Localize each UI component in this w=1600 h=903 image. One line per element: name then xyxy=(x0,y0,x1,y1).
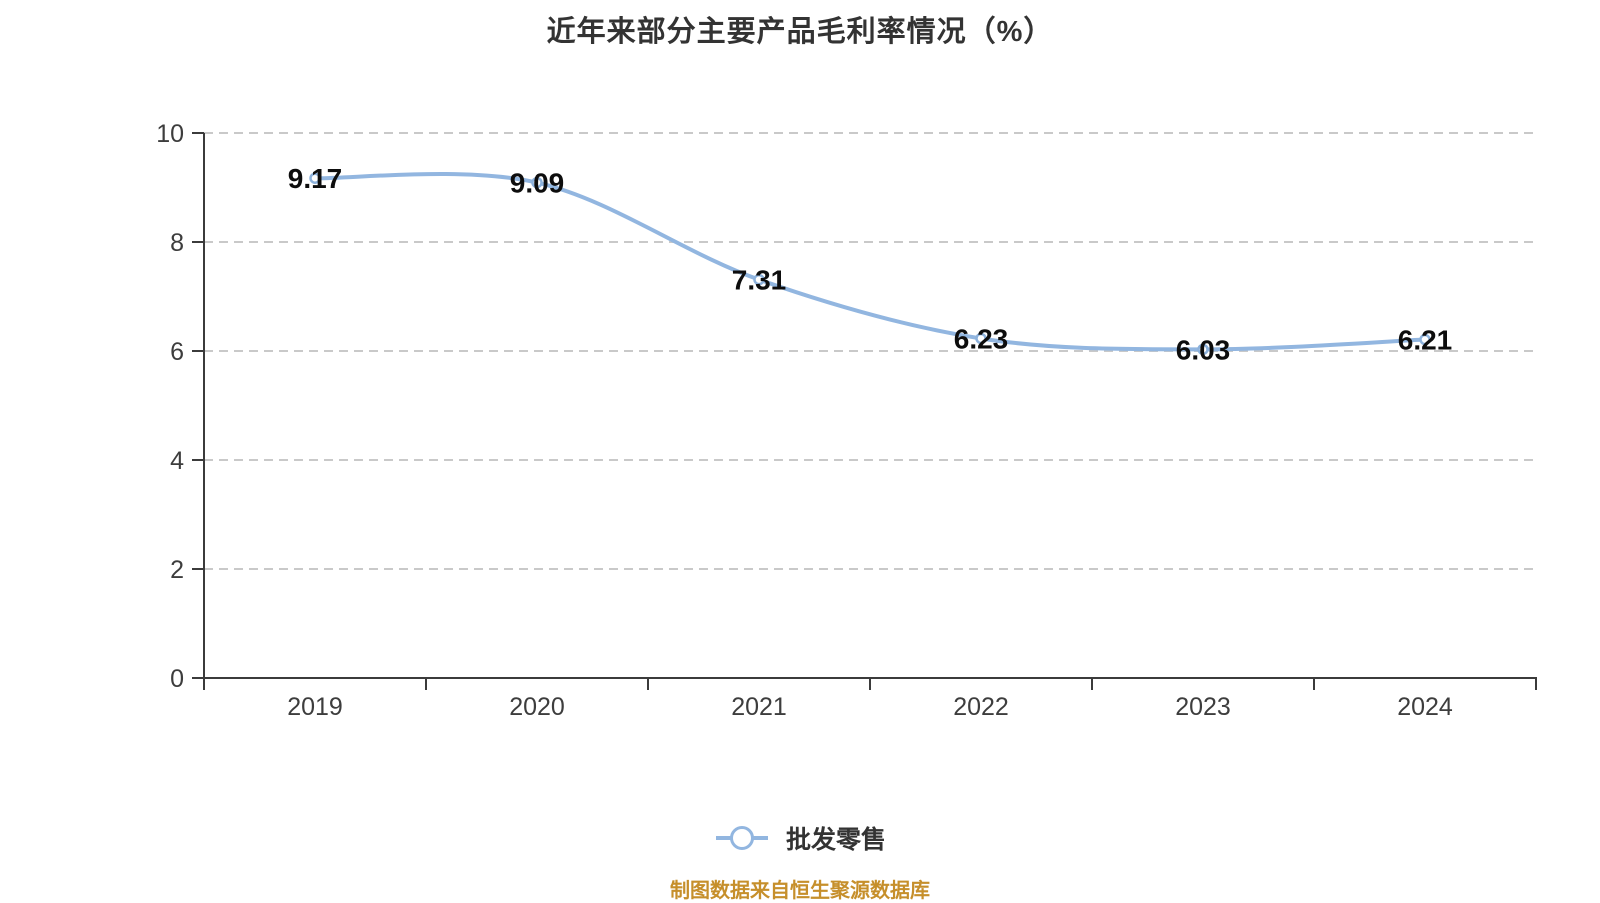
chart-canvas: 0 2 4 6 8 10 2019 2020 2021 2022 2023 2024 9.17 9.09 7… xyxy=(156,120,1537,721)
x-tick-label: 2022 xyxy=(953,693,1009,721)
data-point-marker[interactable] xyxy=(753,273,765,286)
data-label: 9.17 xyxy=(288,163,343,194)
data-label: 7.31 xyxy=(732,265,787,296)
data-label: 6.03 xyxy=(1176,334,1231,365)
data-point-marker[interactable] xyxy=(975,332,987,345)
data-label: 9.09 xyxy=(510,168,565,199)
data-point-marker[interactable] xyxy=(531,176,543,189)
y-tick-label: 0 xyxy=(170,665,184,693)
legend[interactable]: 批发零售 xyxy=(0,820,1600,856)
data-point-marker[interactable] xyxy=(1419,333,1431,346)
data-label: 6.23 xyxy=(954,323,1009,354)
x-tick-label: 2023 xyxy=(1175,693,1231,721)
legend-label: 批发零售 xyxy=(785,826,886,854)
x-tick-label: 2024 xyxy=(1397,693,1453,721)
y-tick-label: 6 xyxy=(170,338,184,366)
series-line xyxy=(313,171,1427,352)
y-tick-label: 2 xyxy=(170,556,184,584)
y-tick-label: 8 xyxy=(170,229,184,257)
data-point-marker[interactable] xyxy=(309,172,321,184)
y-tick-label: 4 xyxy=(170,447,184,475)
x-tick-label: 2019 xyxy=(287,693,343,721)
y-tick-label: 10 xyxy=(156,120,184,148)
data-label: 6.21 xyxy=(1398,325,1453,356)
x-tick-label: 2020 xyxy=(509,693,565,721)
x-tick-label: 2021 xyxy=(731,693,787,721)
legend-marker-icon xyxy=(715,826,768,850)
data-source-note: 制图数据来自恒生聚源数据库 xyxy=(670,880,930,902)
data-point-marker[interactable] xyxy=(1197,343,1209,356)
chart-title: 近年来部分主要产品毛利率情况（%） xyxy=(546,16,1054,48)
